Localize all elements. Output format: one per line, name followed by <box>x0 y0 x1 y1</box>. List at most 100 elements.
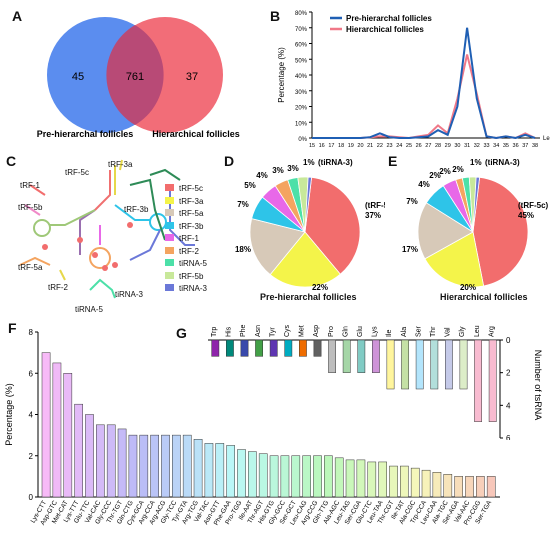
legend-label: tRF-5b <box>179 271 204 281</box>
pie-label: (tRF-5c) 45% <box>518 201 549 220</box>
bar <box>476 476 485 498</box>
bar <box>269 455 279 498</box>
legend-label: tiRNA-5 <box>179 259 208 268</box>
label-trf-3b: tRF-3b <box>124 205 149 214</box>
x-tick-label: 31 <box>464 143 470 149</box>
y-tick-label: 50% <box>295 58 308 64</box>
x-tick-label: Ile <box>386 330 393 338</box>
bar <box>284 339 293 357</box>
pie-label: 2% <box>439 167 451 176</box>
bar <box>255 339 264 357</box>
x-tick-label: Gln <box>342 326 349 337</box>
x-tick-label: 19 <box>348 143 354 149</box>
bar <box>421 469 431 498</box>
x-tick-label: Ala <box>401 327 408 337</box>
panel-label-d: D <box>224 153 235 169</box>
x-tick-label: 23 <box>387 143 393 149</box>
y-tick-label: 0 <box>506 336 511 345</box>
bar <box>139 434 149 498</box>
bar <box>240 339 249 357</box>
pie-slice <box>472 176 481 233</box>
label-tirna-5: tiRNA-5 <box>75 305 104 314</box>
legend-label: Pre-hierarchal follicles <box>346 14 432 23</box>
label-trf-2: tRF-2 <box>48 283 69 292</box>
pie-label-line: 37% <box>365 211 381 220</box>
x-tick-label: Pro <box>328 326 335 337</box>
bar <box>258 453 268 498</box>
label-trf-5a: tRF-5a <box>18 263 43 272</box>
legend-swatch <box>165 234 174 241</box>
legend-label: tiRNA-3 <box>179 284 208 293</box>
pie-label-line: 22% <box>312 283 328 292</box>
x-tick-label: 28 <box>435 143 441 149</box>
bar <box>415 339 424 390</box>
venn-left-label: Pre-hierarchal follicles <box>37 129 134 139</box>
x-tick-label: Trp <box>211 327 218 337</box>
y-tick-label: 40% <box>295 74 308 80</box>
pie-label: 2% <box>452 165 464 174</box>
legend-swatch <box>165 246 174 254</box>
pie-slice <box>269 231 341 288</box>
legend-item: tRF-1 <box>165 233 207 246</box>
legend-item: tRF-2 <box>165 246 207 259</box>
x-tick-label: 26 <box>416 143 422 149</box>
pie-label-line: 1% <box>303 158 315 167</box>
bar <box>302 455 311 498</box>
y-tick-label: 4 <box>506 401 511 410</box>
bar <box>313 455 322 498</box>
bar <box>226 445 235 498</box>
pie-label-line: 18% <box>235 245 251 254</box>
pie-label-line: 7% <box>406 197 418 206</box>
bar <box>328 339 336 373</box>
x-tick-label: 30 <box>454 143 460 149</box>
x-tick-label: 27 <box>425 143 431 149</box>
pie-label-line: 45% <box>518 211 534 220</box>
pie-label-line: 2% <box>439 167 451 176</box>
legend-label: tRF-5c <box>179 184 203 193</box>
bar <box>313 339 322 357</box>
x-tick-label: Leu <box>474 325 481 337</box>
bar <box>430 339 439 390</box>
cleavage-sites <box>42 222 133 271</box>
bar <box>161 434 170 498</box>
legend-swatch <box>165 221 174 229</box>
bar <box>204 443 214 498</box>
venn-overlap <box>106 25 164 125</box>
pie-slice <box>472 176 529 287</box>
series-line <box>312 54 536 140</box>
bar <box>52 362 62 498</box>
pie-label: 4% <box>256 171 268 180</box>
bar <box>248 451 257 498</box>
x-tick-label: 38 <box>532 143 538 149</box>
legend-swatch <box>165 184 174 191</box>
pie-label: 20% <box>460 283 476 292</box>
x-tick-label: 20 <box>357 143 363 149</box>
legend-label: tRF-3a <box>179 196 204 206</box>
pie-label: 3% <box>287 164 299 173</box>
bar <box>342 339 351 373</box>
legend-label: tRF-5a <box>179 209 204 218</box>
pie-slice <box>304 176 313 233</box>
legend-item: tRF-3a <box>165 196 207 209</box>
pie-label-line: 2% <box>429 171 441 180</box>
legend-swatch <box>165 259 174 266</box>
legend-swatch <box>165 284 174 291</box>
pie-label: 3% <box>272 166 284 175</box>
pie-label: (tiRNA-3) <box>485 158 520 167</box>
pie-label: (tiRNA-3) <box>318 158 353 167</box>
x-tick-label: 33 <box>483 143 489 149</box>
x-tick-label: 21 <box>367 143 373 149</box>
legend-item: tRF-5c <box>165 183 207 196</box>
pie-label-line: 5% <box>244 181 256 190</box>
y-axis-label: Number of tsRNA <box>533 350 543 421</box>
pie-label-line: 20% <box>460 283 476 292</box>
x-tick-label: 18 <box>338 143 344 149</box>
x-tick-label: Cys <box>284 324 291 337</box>
y-tick-label: 4 <box>29 411 34 420</box>
panel-label-f: F <box>8 320 17 336</box>
bar <box>465 476 474 498</box>
bar <box>357 339 366 373</box>
pie-label: 7% <box>237 200 249 209</box>
x-tick-label: 36 <box>513 143 519 149</box>
